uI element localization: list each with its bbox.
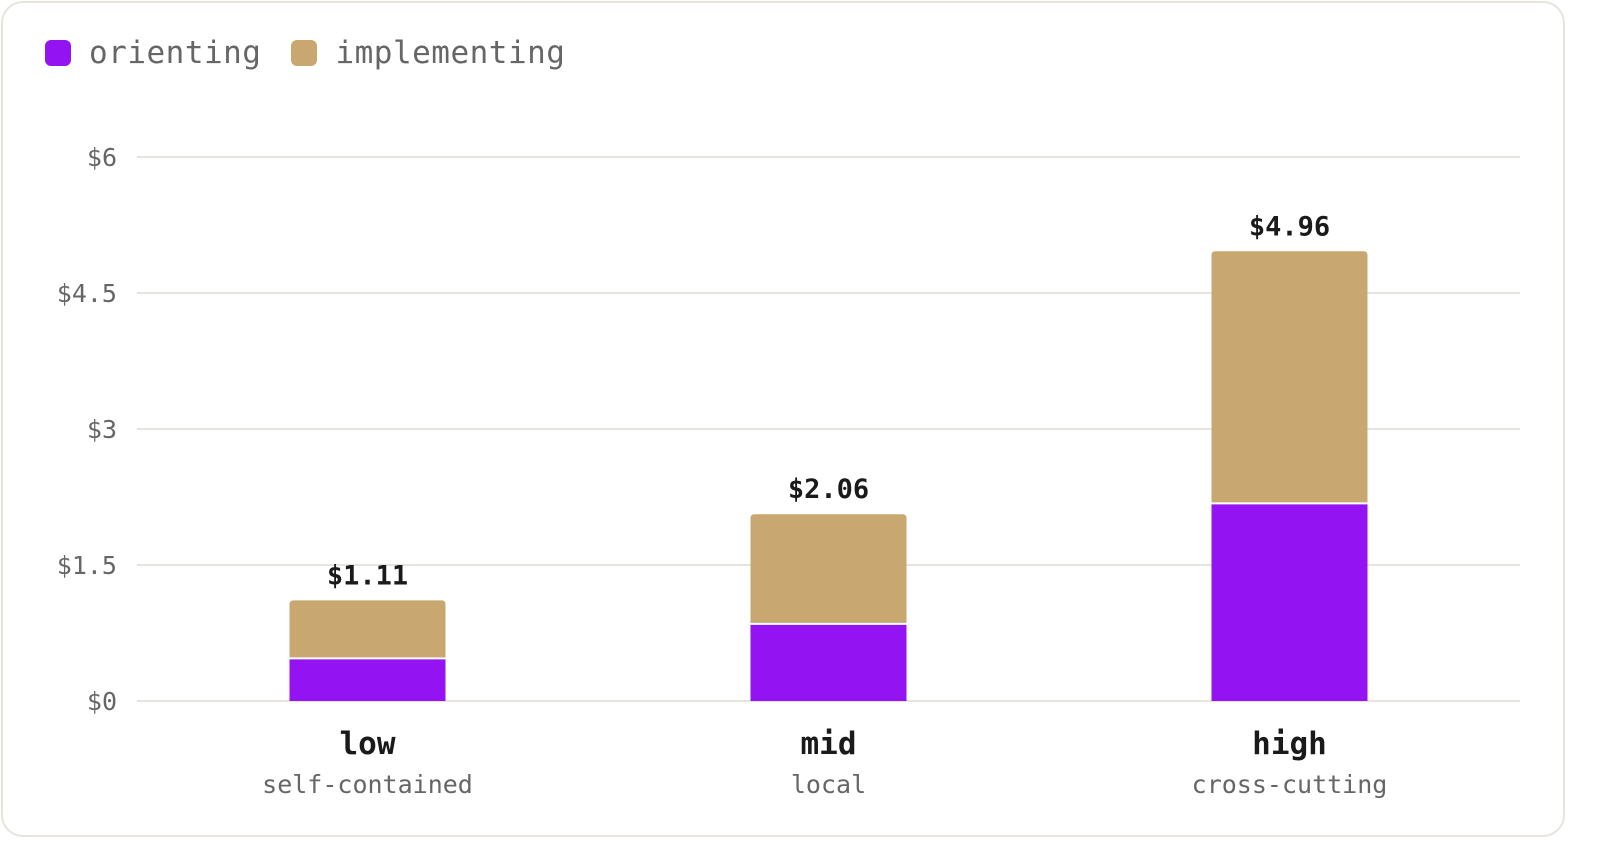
bar-segment-implementing-mid bbox=[750, 514, 907, 623]
x-category-subtitle-high: cross-cutting bbox=[1192, 770, 1388, 799]
bar-segment-orienting-high bbox=[1211, 503, 1368, 701]
legend: orienting implementing bbox=[45, 35, 565, 71]
y-axis-ticks: $0 $1.5 $3 $4.5 $6 bbox=[57, 143, 117, 716]
y-tick-label: $6 bbox=[87, 143, 117, 172]
bar-segment-orienting-mid bbox=[750, 623, 907, 701]
x-category-label-low: low bbox=[340, 726, 396, 762]
x-category-subtitle-mid: local bbox=[791, 770, 866, 799]
legend-label-orienting: orienting bbox=[89, 35, 262, 71]
bars-layer bbox=[289, 251, 1368, 701]
bar-total-label-high: $4.96 bbox=[1249, 211, 1330, 242]
bar-segment-implementing-low bbox=[289, 600, 446, 658]
x-category-subtitle-low: self-contained bbox=[262, 770, 473, 799]
legend-swatch-implementing bbox=[291, 40, 318, 66]
legend-label-implementing: implementing bbox=[335, 35, 566, 71]
labels-layer: $1.11 low self-contained $2.06 mid local $4.96… bbox=[262, 211, 1387, 799]
legend-item-implementing: implementing bbox=[291, 35, 565, 71]
legend-swatch-orienting bbox=[45, 40, 71, 66]
bar-segment-orienting-low bbox=[289, 658, 446, 701]
x-category-label-high: high bbox=[1252, 726, 1327, 762]
bar-total-label-low: $1.11 bbox=[327, 560, 408, 591]
x-category-label-mid: mid bbox=[801, 726, 857, 762]
y-tick-label: $0 bbox=[87, 687, 117, 716]
bar-total-label-mid: $2.06 bbox=[788, 474, 869, 505]
y-tick-label: $1.5 bbox=[57, 551, 117, 580]
legend-item-orienting: orienting bbox=[45, 35, 261, 71]
y-tick-label: $4.5 bbox=[57, 279, 117, 308]
y-tick-label: $3 bbox=[87, 415, 117, 444]
bar-segment-implementing-high bbox=[1211, 251, 1368, 503]
